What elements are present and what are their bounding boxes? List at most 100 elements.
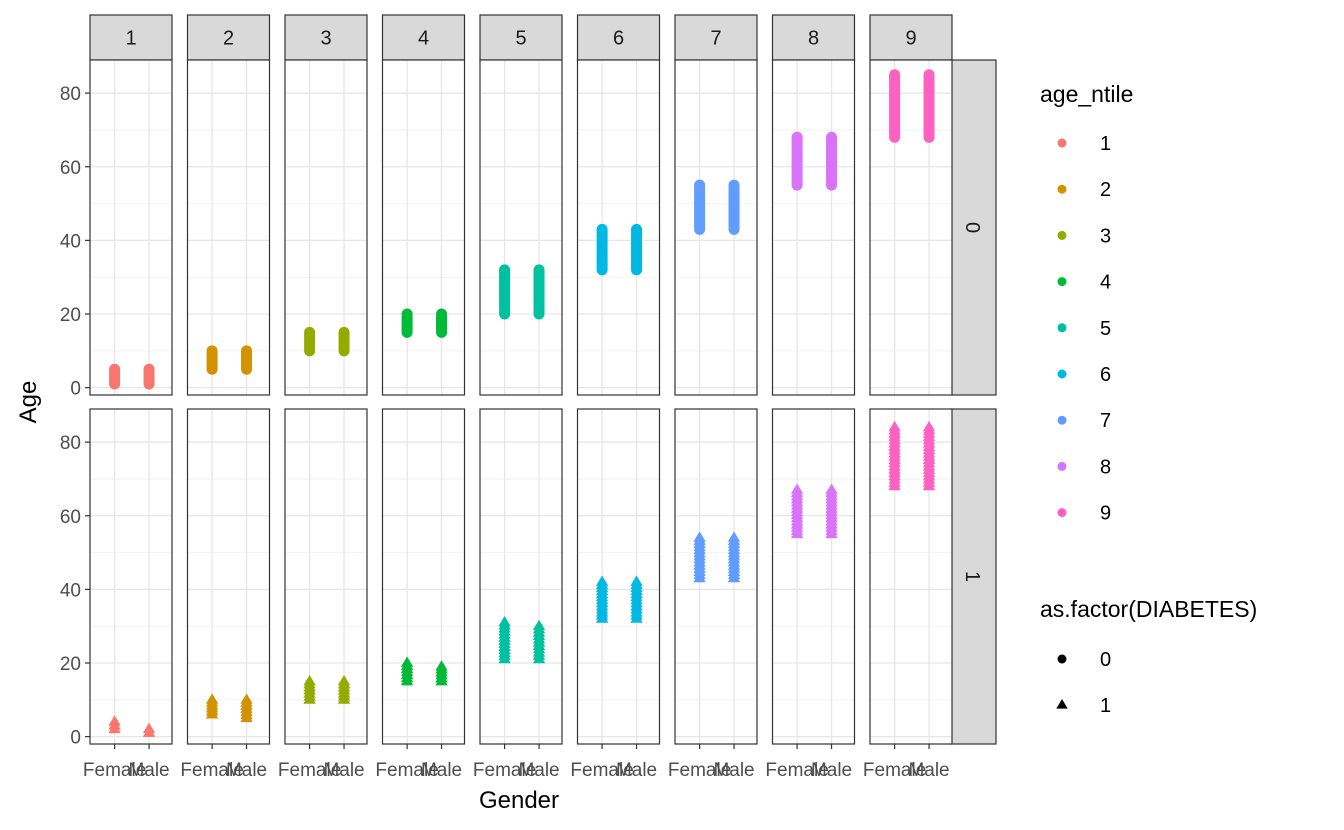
panel-background [90, 60, 172, 395]
data-point-female-9-diabetes-1 [888, 420, 901, 491]
panel-background [870, 409, 952, 744]
legend-key-circle [1057, 230, 1067, 240]
triangle-point [888, 420, 901, 432]
facet-strip-3: 3 [284, 14, 368, 61]
triangle-point [595, 575, 609, 586]
legend-entry-6: 6 [1057, 364, 1111, 386]
legend-entry-2: 2 [1057, 179, 1111, 201]
panel-0-1 [89, 59, 173, 396]
triangle-point [108, 715, 121, 726]
triangle-point [205, 693, 219, 704]
facet-strip-6: 6 [576, 14, 661, 61]
x-tick-label: Male [226, 760, 267, 781]
triangle-point [693, 531, 706, 542]
panel-border [89, 59, 173, 396]
facet-strip-7: 7 [674, 14, 758, 61]
strip-label: 8 [808, 28, 819, 50]
facet-strip-2: 2 [186, 14, 271, 61]
data-point-female-4-diabetes-1 [400, 656, 414, 686]
x-tick-label: Male [713, 760, 754, 781]
legend-entry-5: 5 [1057, 318, 1111, 340]
data-point-male-9-diabetes-1 [922, 420, 936, 491]
panel-background [870, 60, 952, 395]
x-tick-label: Female [375, 760, 438, 781]
x-tick-label: Female [668, 760, 731, 781]
y-tick-label: 0 [70, 379, 81, 400]
data-point-female-5-diabetes-1 [498, 616, 511, 664]
data-point-female-2-diabetes-1 [205, 693, 219, 719]
panel-0-7 [674, 59, 758, 396]
strip-label: 1 [961, 571, 983, 582]
panel-border [869, 59, 953, 396]
strip-background [949, 59, 997, 396]
panel-border [771, 59, 856, 396]
panel-1-1 [89, 408, 173, 745]
facet-strip-9: 9 [869, 14, 953, 61]
data-point-male-3-diabetes-1 [337, 674, 351, 704]
legend-key-circle [1057, 461, 1067, 471]
strip-label: 4 [418, 28, 429, 50]
panel-border [284, 59, 368, 396]
panel-background [772, 409, 855, 744]
x-tick-label: Male [323, 760, 364, 781]
facet-panels: 1 2 3 4 5 6 7 8 9 0 1 [89, 14, 997, 745]
panel-1-4 [381, 408, 466, 745]
legend-entry-1: 1 [1057, 133, 1111, 155]
panel-border [771, 408, 856, 745]
legend-label: 6 [1100, 364, 1111, 386]
legend-entry-shape-1: 1 [1056, 695, 1111, 717]
legend-key-circle [1057, 138, 1067, 148]
legend-label: 1 [1100, 133, 1111, 155]
panel-background [382, 409, 465, 744]
x-tick-label: Female [83, 760, 146, 781]
panel-border [479, 59, 563, 396]
y-tick-label: 80 [60, 433, 81, 454]
legend-key-circle [1057, 369, 1067, 379]
data-point-female-1-diabetes-1 [108, 715, 121, 734]
legend-title-shape: as.factor(DIABETES) [1040, 596, 1257, 622]
panel-background [187, 409, 270, 744]
panel-0-5 [479, 59, 563, 396]
legend-label: 3 [1100, 225, 1111, 247]
data-point-male-7-diabetes-1 [727, 531, 741, 583]
strip-background [381, 14, 466, 61]
strip-label: 3 [320, 28, 331, 50]
y-tick-label: 80 [60, 84, 81, 105]
data-point-male-8-diabetes-1 [825, 483, 838, 539]
panel-1-3 [284, 408, 368, 745]
panel-background [480, 409, 562, 744]
triangle-point [240, 693, 253, 704]
legend-label: 7 [1100, 410, 1111, 432]
triangle-point [303, 674, 316, 686]
panel-background [577, 409, 660, 744]
panel-border [381, 408, 466, 745]
facet-strip-4: 4 [381, 14, 466, 61]
triangle-point [498, 616, 511, 627]
triangle-point [727, 531, 741, 542]
panel-border [674, 59, 758, 396]
triangle-point [825, 483, 838, 494]
panel-border [186, 408, 271, 745]
x-tick-label: Male [616, 760, 657, 781]
x-tick-label: Male [518, 760, 559, 781]
panel-0-8 [771, 59, 856, 396]
y-tick-label: 60 [60, 507, 81, 528]
panel-border [89, 408, 173, 745]
panel-border [576, 408, 661, 745]
panel-background [90, 409, 172, 744]
strip-background [576, 14, 661, 61]
data-point-female-7-diabetes-1 [693, 531, 706, 583]
panel-background [187, 60, 270, 395]
x-axis-title: Gender [479, 787, 559, 814]
panel-background [382, 60, 465, 395]
legend-entry-3: 3 [1057, 225, 1111, 247]
panel-0-3 [284, 59, 368, 396]
triangle-point [400, 656, 414, 667]
legend-entry-4: 4 [1057, 272, 1111, 294]
panel-0-9 [869, 59, 953, 396]
legend-label: 8 [1100, 456, 1111, 478]
panel-border [869, 408, 953, 745]
data-point-male-5-diabetes-1 [532, 619, 546, 664]
panel-0-4 [381, 59, 466, 396]
